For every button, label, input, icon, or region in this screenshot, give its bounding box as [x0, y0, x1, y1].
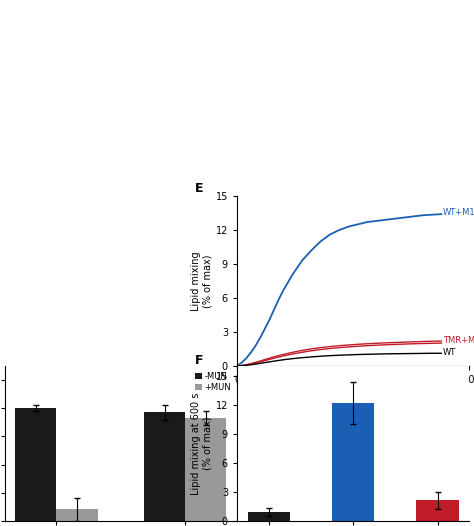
- Bar: [247, 512, 290, 521]
- Y-axis label: Lipid mixing
(% of max): Lipid mixing (% of max): [191, 251, 213, 311]
- Y-axis label: Lipid mixing at 600 s
(% of max): Lipid mixing at 600 s (% of max): [191, 392, 213, 494]
- Bar: [185, 418, 227, 526]
- Legend: -MUN, +MUN: -MUN, +MUN: [194, 370, 233, 393]
- X-axis label: Time (s): Time (s): [333, 388, 373, 398]
- Bar: [15, 408, 56, 526]
- Text: F: F: [195, 353, 204, 367]
- Text: E: E: [195, 183, 204, 195]
- Text: TMR+M13: TMR+M13: [443, 336, 474, 345]
- Text: WT+M13: WT+M13: [443, 208, 474, 217]
- Bar: [56, 510, 98, 526]
- Bar: [144, 412, 185, 526]
- Bar: [332, 403, 374, 521]
- Text: WT: WT: [443, 348, 456, 357]
- Bar: [417, 500, 459, 521]
